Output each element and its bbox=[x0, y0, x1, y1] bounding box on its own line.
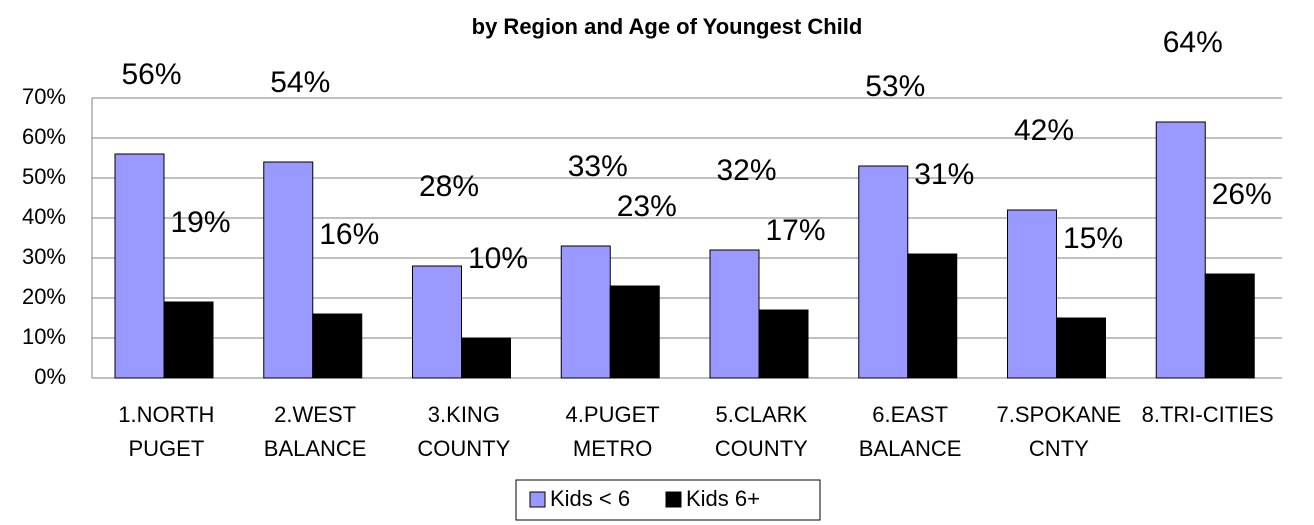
data-label: 17% bbox=[765, 214, 825, 247]
data-label: 32% bbox=[716, 154, 776, 187]
bar bbox=[1204, 273, 1255, 379]
x-tick-label: CNTY bbox=[1029, 436, 1089, 461]
bar bbox=[114, 153, 165, 379]
legend-swatch bbox=[529, 491, 546, 508]
y-tick-label: 0% bbox=[34, 364, 66, 389]
x-tick-label: METRO bbox=[573, 436, 652, 461]
x-tick-label: COUNTY bbox=[715, 436, 808, 461]
y-tick-label: 30% bbox=[22, 244, 66, 269]
y-tick-label: 50% bbox=[22, 164, 66, 189]
x-tick-label: 3.KING bbox=[428, 402, 500, 427]
bar bbox=[560, 245, 611, 379]
legend-label: Kids < 6 bbox=[550, 486, 630, 511]
data-label: 28% bbox=[419, 170, 479, 203]
y-tick-label: 60% bbox=[22, 124, 66, 149]
data-label: 16% bbox=[319, 218, 379, 251]
x-tick-label: BALANCE bbox=[264, 436, 367, 461]
bar bbox=[1007, 209, 1057, 379]
bar bbox=[263, 161, 314, 379]
data-label: 26% bbox=[1212, 178, 1272, 211]
y-tick-label: 40% bbox=[22, 204, 66, 229]
x-tick-label: BALANCE bbox=[859, 436, 962, 461]
x-tick-label: COUNTY bbox=[417, 436, 510, 461]
x-tick-label: 6.EAST bbox=[872, 402, 948, 427]
bar bbox=[461, 337, 511, 379]
bar bbox=[163, 301, 214, 379]
y-tick-label: 70% bbox=[22, 84, 66, 109]
data-label: 23% bbox=[617, 190, 677, 223]
x-tick-label: 5.CLARK bbox=[716, 402, 808, 427]
data-label: 33% bbox=[568, 150, 628, 183]
bar bbox=[907, 253, 958, 379]
data-label: 31% bbox=[914, 158, 974, 191]
y-tick-label: 10% bbox=[22, 324, 66, 349]
data-label: 64% bbox=[1163, 26, 1223, 59]
bar bbox=[312, 313, 363, 379]
x-tick-label: 7.SPOKANE bbox=[997, 402, 1122, 427]
legend-label: Kids 6+ bbox=[686, 486, 760, 511]
legend-swatch bbox=[665, 491, 682, 508]
data-label: 42% bbox=[1014, 114, 1074, 147]
x-tick-label: 2.WEST bbox=[274, 402, 356, 427]
data-label: 54% bbox=[270, 66, 330, 99]
bar bbox=[758, 309, 809, 379]
data-label: 15% bbox=[1063, 222, 1123, 255]
bar bbox=[412, 265, 462, 379]
bar bbox=[1056, 317, 1106, 379]
bar bbox=[1155, 121, 1206, 379]
data-label: 53% bbox=[865, 70, 925, 103]
bar bbox=[858, 165, 909, 379]
x-tick-label: 1.NORTH bbox=[118, 402, 214, 427]
x-tick-label: PUGET bbox=[128, 436, 204, 461]
x-tick-label: 4.PUGET bbox=[566, 402, 660, 427]
data-label: 19% bbox=[170, 206, 230, 239]
bar bbox=[609, 285, 660, 379]
data-label: 10% bbox=[468, 242, 528, 275]
bar bbox=[709, 249, 760, 379]
x-tick-label: 8.TRI-CITIES bbox=[1142, 402, 1274, 427]
data-label: 56% bbox=[121, 58, 181, 91]
chart-title: by Region and Age of Youngest Child bbox=[472, 14, 863, 39]
y-tick-label: 20% bbox=[22, 284, 66, 309]
